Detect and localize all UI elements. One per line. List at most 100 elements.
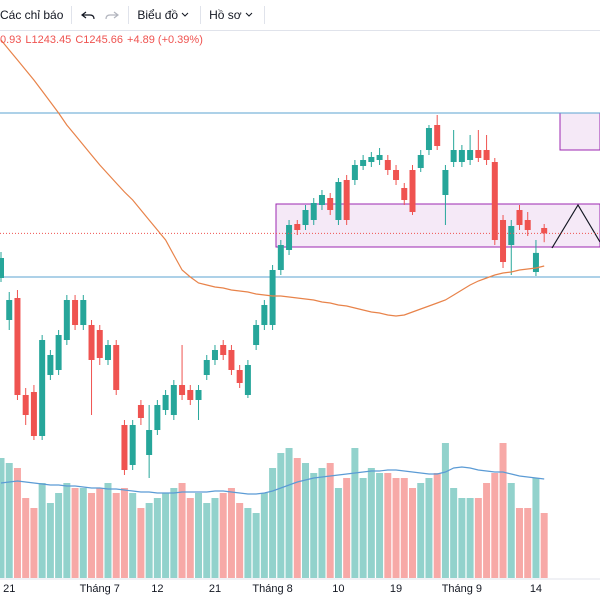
x-tick-label: Tháng 9 (442, 583, 482, 595)
x-tick-label: 21 (3, 583, 15, 595)
toolbar: Các chỉ báo Biểu đồ Hồ sơ (0, 0, 600, 31)
indicators-button[interactable]: Các chỉ báo (0, 8, 64, 22)
volume-bar (211, 498, 219, 578)
x-tick-label: 12 (151, 583, 163, 595)
volume-bar (186, 498, 194, 578)
volume-bar (13, 468, 21, 578)
volume-bar (351, 448, 359, 578)
volume-bar (409, 488, 416, 578)
ohlc-legend: 0.93 L1243.45 C1245.66 +4.89 (+0.39%) (0, 34, 207, 46)
volume-bar (227, 488, 235, 578)
volume-bar (252, 513, 260, 578)
separator (200, 6, 202, 24)
x-tick-label: 19 (390, 583, 402, 595)
volume-bar (367, 468, 375, 578)
legend-high: 0.93 (0, 34, 22, 46)
volume-bar (162, 493, 170, 578)
x-tick-label: 21 (209, 583, 221, 595)
candle-body (376, 155, 383, 160)
candle-body (318, 195, 325, 205)
volume-bar (326, 463, 334, 578)
candle-body (236, 370, 243, 383)
candle-body (146, 430, 153, 455)
volume-bar (203, 503, 211, 578)
volume-bar (96, 488, 104, 578)
volume-bar (293, 458, 301, 578)
candle-body (450, 150, 457, 162)
candle-body (55, 335, 62, 370)
candle-body (88, 325, 95, 360)
volume-bar (441, 443, 449, 578)
undo-redo[interactable] (80, 7, 120, 23)
volume-ma-line (0, 466, 545, 495)
volume-bar (474, 498, 482, 578)
chevron (245, 12, 252, 17)
candle-body (475, 150, 482, 158)
volume-bar (219, 493, 227, 578)
candle-body (417, 155, 424, 168)
volume-bar (499, 443, 507, 578)
volume-bar (343, 478, 351, 578)
volume-bar (450, 488, 458, 578)
pattern-drawing (551, 203, 600, 249)
candle-body (351, 165, 358, 180)
candle-body (80, 300, 87, 325)
candle-body (393, 170, 400, 180)
candle-body (137, 405, 144, 418)
candle-body (162, 395, 169, 410)
candle-body (72, 300, 79, 325)
volume-bar (145, 503, 153, 578)
candle-body (384, 160, 391, 170)
candle-body (277, 245, 284, 270)
volume-bar (483, 483, 491, 578)
volume-bar (260, 493, 268, 578)
volume-bar (178, 483, 186, 578)
candle-body (121, 425, 128, 470)
volume-bar (466, 498, 474, 578)
candle-body (491, 162, 498, 240)
candle-body (14, 298, 21, 395)
volume-bar (515, 508, 523, 578)
volume-bar (153, 498, 161, 578)
candle-body (187, 390, 194, 400)
candle-body (220, 345, 227, 355)
candle-body (154, 405, 161, 430)
volume-bar (334, 488, 342, 578)
candle-body (129, 425, 136, 465)
x-tick-label: 14 (530, 583, 542, 595)
candle-body (302, 210, 309, 225)
ma-line (0, 39, 545, 317)
profile-menu[interactable]: Hồ sơ (209, 8, 242, 22)
candle-body (269, 270, 276, 325)
separator (128, 6, 130, 24)
legend-change: +4.89 (+0.39%) (127, 34, 203, 46)
candle-body (524, 220, 531, 230)
candle-body (516, 210, 523, 225)
candle-body (203, 360, 210, 375)
candle-body (39, 340, 46, 436)
x-tick-label: Tháng 8 (252, 583, 292, 595)
volume-bar (524, 508, 532, 578)
candle-body (343, 180, 350, 220)
price-zone (559, 112, 600, 151)
candle-body (228, 350, 235, 370)
volume-bar (400, 478, 408, 578)
volume-bar (392, 478, 400, 578)
candle-body (63, 300, 70, 340)
candle-body (261, 305, 268, 325)
candle-body (30, 392, 37, 436)
time-axis-bg (0, 580, 600, 600)
x-tick-label: 10 (332, 583, 344, 595)
candle-body (47, 355, 54, 375)
legend-low: L1243.45 (25, 34, 72, 46)
candle-body (6, 300, 13, 320)
candle-body (442, 170, 449, 195)
volume-bar (120, 488, 128, 578)
candle-body (409, 170, 416, 212)
volume-bar (30, 508, 38, 578)
chart-menu[interactable]: Biểu đồ (137, 8, 179, 22)
candle-body (425, 128, 432, 150)
volume-bar (63, 483, 71, 578)
legend-close: C1245.66 (75, 34, 124, 46)
candle-body (327, 198, 334, 210)
